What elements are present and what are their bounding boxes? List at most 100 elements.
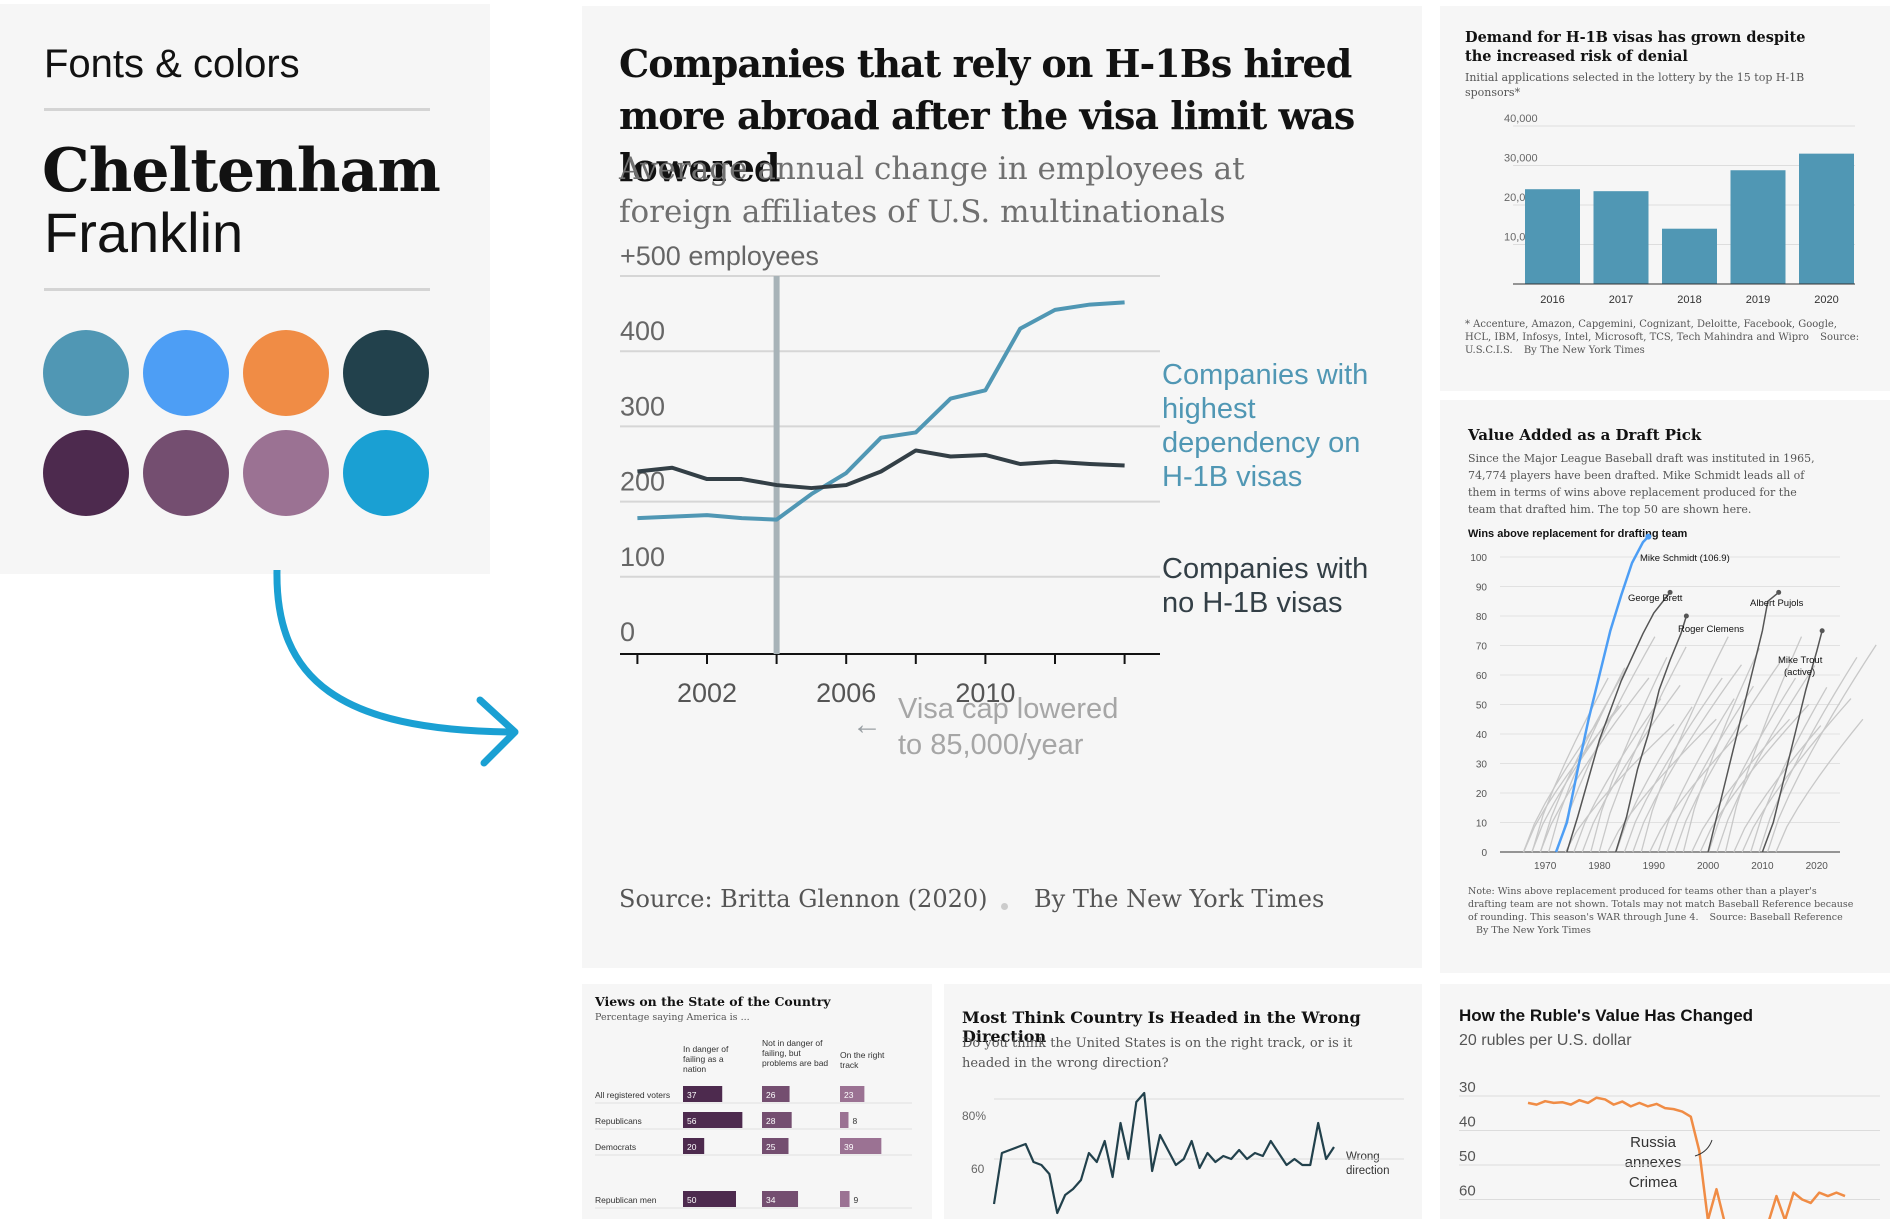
x-tick-label: 2000: [1697, 861, 1720, 872]
h1b-panel-title: Demand for H-1B visas has grown despite …: [1465, 29, 1806, 65]
source-dot: [1001, 903, 1008, 910]
career-line: [1573, 698, 1662, 853]
views-panel: Views on the State of the Country Percen…: [582, 984, 932, 1219]
bar: [1730, 170, 1786, 284]
career-line: [1657, 698, 1735, 853]
direction-line-chart: 80% 60 Wrong direction: [962, 1091, 1404, 1215]
series-label-high: Companies with highest dependency on H-1B v…: [1162, 359, 1368, 493]
visa-cap-annotation: Visa cap lowered to 85,000/year: [898, 693, 1118, 761]
war-chart-label: Wins above replacement for drafting team: [1468, 528, 1688, 540]
row-label: All registered voters: [595, 1090, 670, 1100]
bar: [683, 1191, 736, 1207]
ruble-line: [1527, 1096, 1846, 1219]
fonts-heading: Fonts & colors: [44, 42, 300, 86]
war-note: Note: Wins above replacement produced fo…: [1468, 885, 1858, 937]
bar: [1799, 153, 1854, 284]
y-tick-label: 40: [1459, 1114, 1476, 1131]
direction-panel-title: Most Think Country Is Headed in the Wron…: [962, 1008, 1361, 1046]
player-label: George Brett: [1628, 593, 1683, 604]
bar: [1662, 228, 1717, 284]
color-swatch: [143, 330, 229, 416]
y-tick-label: 60: [1476, 671, 1488, 682]
bar: [840, 1191, 850, 1207]
war-byline: By The New York Times: [1476, 925, 1591, 936]
bar-value: 39: [844, 1142, 854, 1152]
player-label: Roger Clemens: [1678, 624, 1744, 635]
career-line: [1623, 677, 1723, 853]
text-line: Companies with: [1162, 553, 1368, 585]
h1b-source: Source: U.S.C.I.S.: [1465, 332, 1860, 356]
bar: [1525, 189, 1580, 284]
schmidt-end-dot: [1645, 533, 1652, 540]
main-chart-subtitle: Average annual change in employees at fo…: [619, 151, 1245, 230]
war-source: Source: Baseball Reference: [1709, 912, 1843, 923]
y-tick-label: 30: [1476, 760, 1488, 771]
color-swatch: [343, 330, 429, 416]
bar: [840, 1112, 849, 1128]
x-tick-label: 2020: [1814, 294, 1838, 306]
career-line: [1615, 706, 1693, 853]
font-sample-sans: Franklin: [44, 201, 244, 264]
h1b-footnote: * Accenture, Amazon, Capgemini, Cognizan…: [1465, 318, 1865, 357]
ruble-annotation: Russia annexes Crimea: [1625, 1134, 1682, 1191]
player-end-dot: [1683, 613, 1689, 619]
career-line: [1775, 718, 1864, 853]
war-panel-title: Value Added as a Draft Pick: [1468, 426, 1702, 444]
career-line: [1665, 685, 1754, 853]
text-line: dependency on: [1162, 427, 1360, 459]
direction-panel: Most Think Country Is Headed in the Wron…: [944, 984, 1422, 1219]
no-h1b-line: [637, 448, 1125, 491]
col-header-right: On the right track: [840, 1050, 885, 1070]
font-sample-serif: Cheltenham: [42, 136, 441, 206]
y-tick-label: 40,000: [1504, 113, 1538, 125]
row-label: Republican men: [595, 1195, 657, 1205]
col-header-danger: In danger of failing as a nation: [683, 1044, 729, 1074]
player-end-dot: [1819, 628, 1825, 634]
direction-tick-80: 80%: [962, 1109, 986, 1123]
y-tick-label: 0: [620, 617, 635, 647]
bar-value: 50: [687, 1195, 697, 1205]
col-header-not: Not in danger of failing, but problems a…: [762, 1038, 829, 1068]
row-label: Republicans: [595, 1116, 642, 1126]
career-line: [1581, 684, 1681, 853]
career-line: [1699, 704, 1810, 853]
bar-value: 26: [766, 1090, 776, 1100]
text-line: Russia: [1630, 1134, 1677, 1151]
direction-series-label: Wrong direction: [1346, 1151, 1389, 1177]
views-panel-title: Views on the State of the Country: [595, 994, 831, 1009]
career-line: [1640, 636, 1729, 853]
x-tick-label: 2002: [677, 678, 737, 708]
player-label: (active): [1784, 667, 1815, 678]
bar-value: 28: [766, 1116, 776, 1126]
divider-bottom: [44, 288, 430, 291]
chart-source: Source: Britta Glennon (2020): [619, 885, 988, 913]
direction-tick-60: 60: [971, 1162, 985, 1176]
war-note-text: Note: Wins above replacement produced fo…: [1468, 886, 1854, 923]
text-line: direction: [1346, 1165, 1389, 1177]
career-line: [1598, 646, 1687, 853]
x-tick-label: 2006: [816, 678, 876, 708]
bar-value: 37: [687, 1090, 697, 1100]
divider-top: [44, 108, 430, 111]
player-line: [1761, 630, 1823, 853]
annotation-pointer: [1694, 1139, 1713, 1157]
main-chart-panel: Companies that rely on H-1Bs hired more …: [582, 6, 1422, 968]
x-tick-label: 1990: [1643, 861, 1666, 872]
views-panel-subtitle: Percentage saying America is ...: [595, 1012, 750, 1023]
career-line: [1556, 636, 1656, 853]
career-line: [1522, 718, 1600, 853]
bar: [840, 1138, 882, 1154]
y-tick-label: 90: [1476, 583, 1488, 594]
career-line: [1708, 677, 1797, 853]
y-tick-label: 300: [620, 391, 665, 421]
y-tick-label: 30,000: [1504, 153, 1538, 165]
color-swatch: [143, 430, 229, 516]
color-swatch: [43, 430, 129, 516]
chart-byline: By The New York Times: [1034, 885, 1325, 913]
x-tick-label: 2010: [955, 678, 1015, 708]
x-tick-label: 2016: [1540, 294, 1564, 306]
y-tick-label: 50: [1459, 1148, 1476, 1165]
career-line: [1724, 636, 1803, 853]
y-tick-label: 0: [1481, 848, 1487, 859]
